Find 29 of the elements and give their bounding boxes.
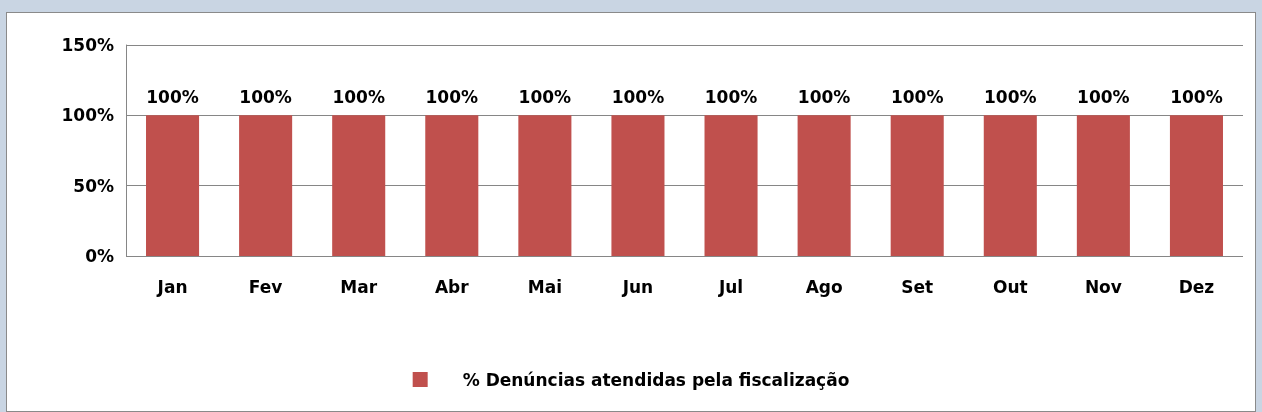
x-tick-label: Set <box>901 276 934 297</box>
x-tick-label: Mar <box>340 276 378 297</box>
data-label: 100% <box>1077 86 1130 107</box>
y-tick-label: 0% <box>85 246 114 266</box>
x-tick-label: Abr <box>434 276 470 297</box>
y-tick-label: 50% <box>73 175 114 196</box>
x-tick-label: Jan <box>156 276 188 297</box>
x-tick-label: Fev <box>248 276 283 297</box>
data-label: 100% <box>518 86 572 107</box>
data-label: 100% <box>797 86 851 107</box>
x-tick-label: Nov <box>1084 276 1122 297</box>
data-label: 100% <box>611 86 665 107</box>
data-label: 100% <box>425 86 479 107</box>
data-label: 100% <box>1170 86 1223 107</box>
data-label: 100% <box>984 86 1037 107</box>
data-label: 100% <box>890 86 944 107</box>
data-label: 100% <box>704 86 758 107</box>
y-tick-label: 150% <box>61 35 114 55</box>
x-tick-label: Jun <box>621 276 654 297</box>
x-tick-label: Mai <box>527 276 562 297</box>
y-tick-label: 100% <box>61 105 114 126</box>
x-tick-label: Dez <box>1178 276 1215 297</box>
data-label: 100% <box>332 86 385 107</box>
data-label: 100% <box>146 86 199 107</box>
data-label: 100% <box>239 86 292 107</box>
x-tick-label: Ago <box>805 276 843 297</box>
x-tick-label: Jul <box>717 276 744 297</box>
x-tick-label: Out <box>992 276 1028 297</box>
legend-label: % Denúncias atendidas pela fiscalização <box>462 369 850 390</box>
